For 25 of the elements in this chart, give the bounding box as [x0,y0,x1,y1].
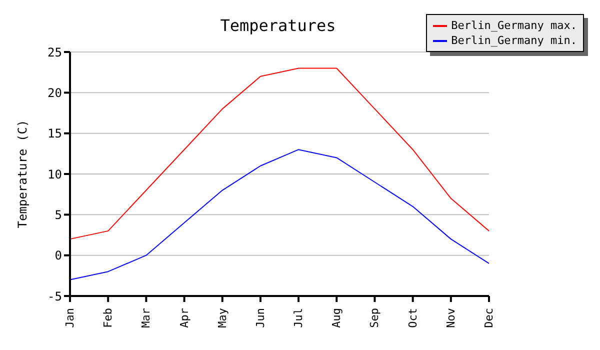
x-tick-label: Nov [444,308,458,328]
x-tick-label: Apr [178,308,191,328]
y-tick-label: -5 [48,289,62,304]
line-series [70,68,490,240]
x-tick-label: Mar [140,308,153,328]
legend-label: Berlin_Germany min. [451,33,577,48]
y-tick-label: 0 [54,248,62,263]
x-tick-label: Oct [406,308,420,328]
x-tick-label: Jul [292,308,306,328]
x-tick-label: Jun [254,308,267,328]
x-tick-label: Aug [330,308,344,328]
y-axis-title: Temperature (C) [15,120,30,228]
chart-title: Temperatures [220,16,336,35]
y-tick-label: 10 [48,167,62,182]
y-tick-label: 20 [48,86,62,100]
y-tick-label: 25 [48,45,62,60]
x-tick-label: Dec [482,308,496,328]
y-tick-label: 5 [54,208,62,222]
y-tick-label: 15 [48,126,62,141]
x-tick-label: Feb [102,308,115,328]
line-series [70,149,490,280]
x-tick-label: Jan [64,308,76,328]
x-tick-label: Sep [368,308,382,328]
x-tick-label: May [216,308,229,328]
legend-label: Berlin_Germany max. [451,18,577,33]
